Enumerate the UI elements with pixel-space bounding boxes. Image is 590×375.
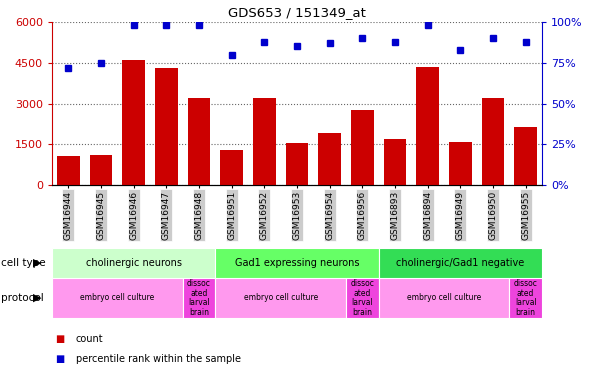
- Bar: [122, 60, 145, 185]
- Bar: [318, 134, 341, 185]
- Bar: [52, 278, 183, 318]
- Bar: [183, 278, 215, 318]
- Text: embryo cell culture: embryo cell culture: [80, 294, 155, 303]
- Bar: [416, 67, 439, 185]
- Text: dissoc
ated
larval
brain: dissoc ated larval brain: [514, 279, 537, 317]
- Text: count: count: [76, 334, 103, 344]
- Bar: [155, 68, 178, 185]
- Text: ▶: ▶: [33, 258, 41, 268]
- Text: percentile rank within the sample: percentile rank within the sample: [76, 354, 241, 364]
- Text: ■: ■: [55, 334, 64, 344]
- Bar: [220, 150, 243, 185]
- Bar: [509, 278, 542, 318]
- Bar: [286, 143, 309, 185]
- Bar: [215, 278, 346, 318]
- Bar: [351, 110, 374, 185]
- Title: GDS653 / 151349_at: GDS653 / 151349_at: [228, 6, 366, 20]
- Bar: [384, 139, 407, 185]
- Bar: [449, 141, 472, 185]
- Text: dissoc
ated
larval
brain: dissoc ated larval brain: [350, 279, 374, 317]
- Text: cell type: cell type: [1, 258, 46, 268]
- Text: embryo cell culture: embryo cell culture: [407, 294, 481, 303]
- Text: cholinergic/Gad1 negative: cholinergic/Gad1 negative: [396, 258, 525, 268]
- Bar: [346, 278, 379, 318]
- Bar: [57, 156, 80, 185]
- Text: dissoc
ated
larval
brain: dissoc ated larval brain: [187, 279, 211, 317]
- Bar: [215, 248, 379, 278]
- Bar: [481, 98, 504, 185]
- Bar: [52, 248, 215, 278]
- Text: ▶: ▶: [33, 293, 41, 303]
- Bar: [379, 248, 542, 278]
- Text: Gad1 expressing neurons: Gad1 expressing neurons: [235, 258, 359, 268]
- Bar: [253, 98, 276, 185]
- Bar: [514, 127, 537, 185]
- Text: embryo cell culture: embryo cell culture: [244, 294, 318, 303]
- Text: ■: ■: [55, 354, 64, 364]
- Text: cholinergic neurons: cholinergic neurons: [86, 258, 182, 268]
- Bar: [379, 278, 509, 318]
- Text: protocol: protocol: [1, 293, 44, 303]
- Bar: [188, 98, 211, 185]
- Bar: [90, 155, 113, 185]
